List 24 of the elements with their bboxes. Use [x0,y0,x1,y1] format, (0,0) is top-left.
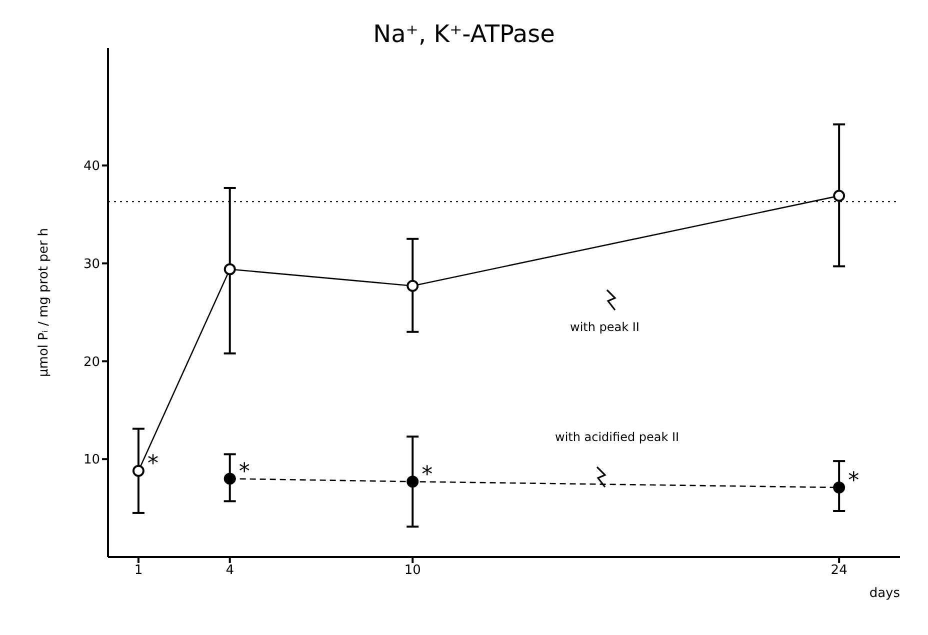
chart-title: Na⁺, K⁺-ATPase [372,20,556,48]
x-axis-title: days [869,586,900,601]
y-axis-title: µmol Pᵢ / mg prot per h [36,228,52,377]
x-tick-label: 1 [134,563,143,578]
annotation: * [238,460,250,484]
point [132,464,144,477]
annotation: with peak II [570,320,640,334]
x-tick-label: 4 [226,563,234,578]
x-tick-label: 24 [830,563,848,578]
y-tick-label: 40 [83,159,100,174]
x-tick-label: 10 [404,563,421,578]
point [833,190,846,202]
point [406,476,419,488]
point [406,280,419,292]
annotation: with acidified peak II [555,430,680,444]
annotation: * [848,468,860,494]
annotation: * [422,462,433,488]
y-tick-label: 30 [83,256,100,272]
y-tick-label: 20 [83,354,100,370]
point [224,472,236,485]
y-tick-label: 10 [83,452,100,468]
point [224,263,236,276]
annotation: * [147,452,158,477]
point [833,482,846,494]
